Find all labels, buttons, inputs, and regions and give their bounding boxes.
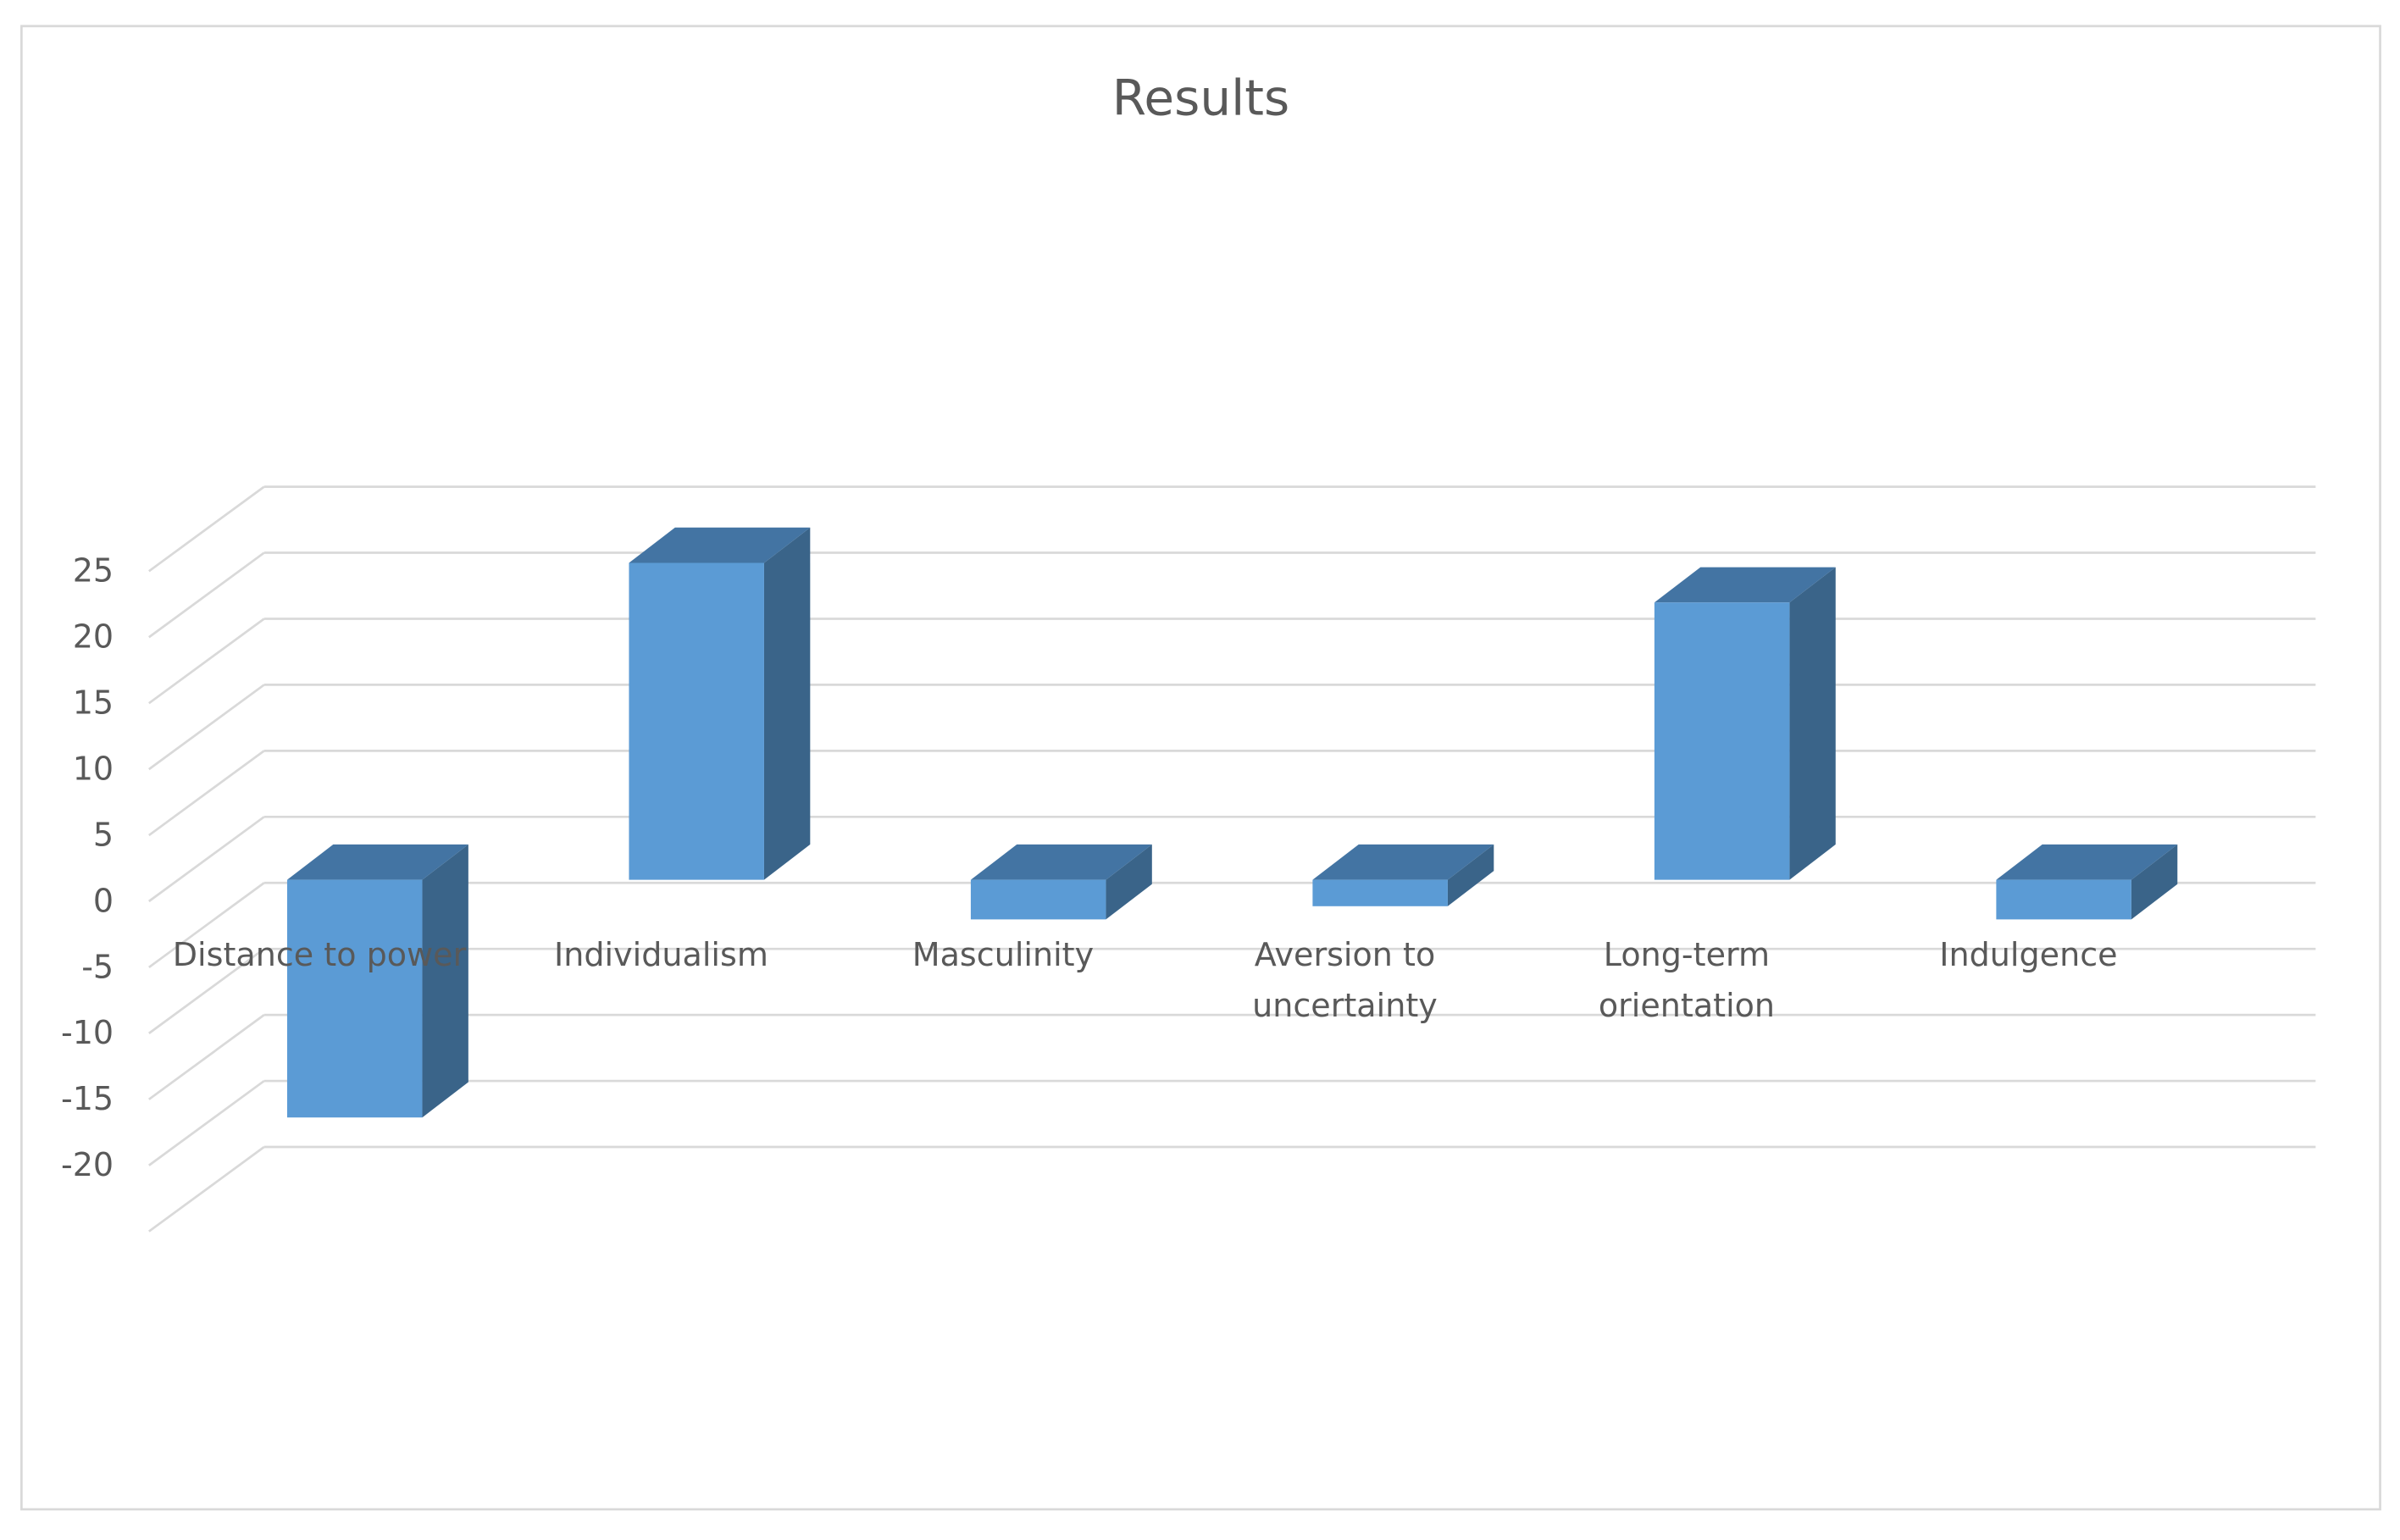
bar-side — [422, 844, 468, 1118]
bar — [1996, 844, 2178, 920]
y-tick-label: 0 — [93, 882, 114, 919]
x-tick-label-box: Long-term orientation — [1598, 936, 1776, 1025]
x-tick-label-box: Individualism — [554, 936, 768, 974]
y-tick-label: 25 — [73, 552, 114, 590]
grid-line-side — [148, 1145, 265, 1233]
bar — [1654, 567, 1836, 880]
bar — [286, 844, 468, 1118]
bar-side — [2131, 844, 2178, 920]
y-tick-label: -15 — [61, 1080, 114, 1117]
y-tick-label: -20 — [61, 1146, 114, 1183]
bar-top — [1312, 844, 1494, 880]
grid-line-side — [148, 948, 265, 1034]
chart-title: Results — [1112, 69, 1289, 127]
x-tick-label-box: Aversion to uncertainty — [1252, 936, 1438, 1025]
grid-line-side — [148, 1079, 265, 1166]
bar-front — [1654, 602, 1790, 880]
y-tick-label: 10 — [73, 750, 114, 787]
bar-front — [1312, 879, 1448, 906]
bar — [629, 527, 811, 880]
bar-side — [1106, 844, 1152, 920]
bar-side — [1789, 567, 1836, 880]
y-tick-label: 15 — [73, 684, 114, 721]
bar — [1312, 844, 1494, 906]
bar-side — [763, 527, 811, 880]
chart-area: Results -20 -15 -10 -5 0 5 10 15 20 25 Distance to… — [20, 25, 2381, 1511]
grid-line-side — [148, 684, 265, 771]
grid-line-side — [148, 485, 265, 573]
bar-top — [970, 844, 1152, 880]
x-tick-label: Masculinity — [912, 936, 1095, 974]
bar-top — [1654, 567, 1836, 603]
x-tick-label-box: Indulgence — [1939, 936, 2118, 974]
grid-line-side — [148, 618, 265, 705]
x-tick-label: Aversion to uncertainty — [1252, 936, 1438, 1025]
bar-front — [970, 879, 1106, 920]
bar — [970, 844, 1152, 920]
grid-line-side — [148, 750, 265, 837]
bar-top — [629, 527, 811, 563]
grid-line-side — [148, 816, 265, 903]
y-tick-label: -10 — [61, 1014, 114, 1051]
x-tick-label: Distance to power — [172, 936, 467, 974]
bar-side — [1447, 844, 1494, 906]
bar-front — [286, 879, 423, 1118]
x-tick-label: Indulgence — [1939, 936, 2118, 974]
y-tick-label: 20 — [73, 618, 114, 656]
grid-line-side — [148, 882, 265, 969]
x-tick-label: Long-term orientation — [1598, 936, 1776, 1025]
bar-top — [286, 844, 468, 880]
bar-front — [629, 562, 764, 880]
y-tick-label: -5 — [81, 948, 114, 985]
bar-top — [1996, 844, 2178, 880]
grid-line-side — [148, 1014, 265, 1100]
bar-front — [1996, 879, 2131, 920]
x-tick-label: Individualism — [554, 936, 768, 974]
x-tick-label-box: Masculinity — [912, 936, 1095, 974]
chart-border — [20, 25, 2381, 1511]
y-tick-label: 5 — [93, 816, 114, 853]
grid-line-side — [148, 551, 265, 639]
x-tick-label-box: Distance to power — [172, 936, 467, 974]
